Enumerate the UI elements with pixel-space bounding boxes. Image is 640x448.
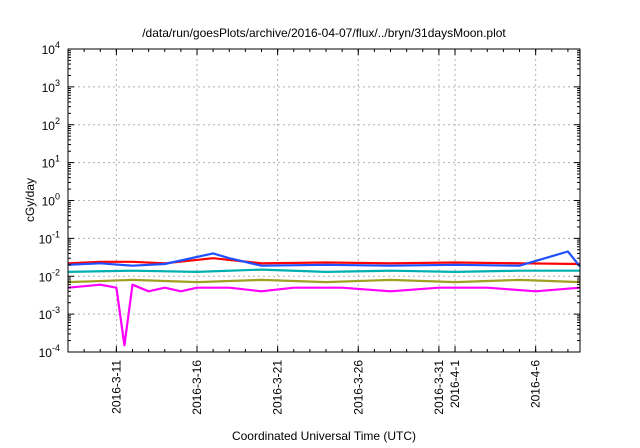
y-tick-label: 104: [42, 40, 60, 57]
series-line-1: [67, 278, 581, 284]
y-tick-base: 10: [39, 270, 53, 284]
series-line-0: [67, 283, 581, 347]
series-line-2: [67, 268, 580, 273]
y-tick-exponent: 1: [55, 154, 60, 164]
x-tick-label: 2016-3-31: [432, 360, 446, 415]
y-tick-base: 10: [39, 232, 53, 246]
series-line-3: [67, 257, 581, 266]
grid-lines: [68, 49, 580, 352]
y-tick-exponent: 3: [55, 78, 60, 88]
tick-marks: [67, 48, 580, 353]
series-layer: [67, 250, 581, 347]
y-tick-exponent: 0: [55, 192, 60, 202]
y-tick-base: 10: [42, 157, 56, 171]
y-tick-base: 10: [42, 119, 56, 133]
x-tick-label: 2016-3-16: [190, 360, 204, 415]
x-tick-labels: 2016-3-11 2016-3-16 2016-3-21 2016-3-26 2016…: [109, 360, 542, 415]
x-tick-label: 2016-4-6: [529, 360, 543, 408]
y-tick-label: 100: [42, 192, 60, 209]
y-tick-exponent: -1: [52, 229, 60, 239]
y-tick-base: 10: [42, 195, 56, 209]
chart-title: /data/run/goesPlots/archive/2016-04-07/f…: [142, 26, 506, 40]
x-tick-label: 2016-3-11: [109, 360, 123, 414]
y-tick-label: 10-1: [39, 229, 60, 246]
x-tick-label: 2016-4-1: [448, 360, 462, 408]
y-tick-base: 10: [42, 43, 56, 57]
y-tick-exponent: -4: [52, 343, 60, 353]
y-tick-exponent: -2: [52, 267, 60, 277]
x-tick-label: 2016-3-26: [351, 360, 365, 415]
y-tick-exponent: 4: [55, 40, 60, 50]
y-tick-label: 101: [42, 154, 60, 171]
x-axis-label: Coordinated Universal Time (UTC): [232, 429, 416, 443]
y-axis-label: cGy/day: [23, 178, 37, 222]
y-tick-label: 10-4: [39, 343, 60, 360]
y-tick-exponent: -3: [52, 305, 60, 315]
series-line-4: [67, 250, 581, 268]
y-tick-base: 10: [39, 346, 53, 360]
y-tick-base: 10: [42, 81, 56, 95]
y-tick-label: 10-3: [39, 305, 60, 322]
y-tick-label: 10-2: [39, 267, 60, 284]
y-tick-exponent: 2: [55, 116, 60, 126]
x-tick-label: 2016-3-21: [271, 360, 285, 415]
y-tick-label: 102: [42, 116, 60, 133]
y-tick-label: 103: [42, 78, 60, 95]
y-tick-base: 10: [39, 308, 53, 322]
